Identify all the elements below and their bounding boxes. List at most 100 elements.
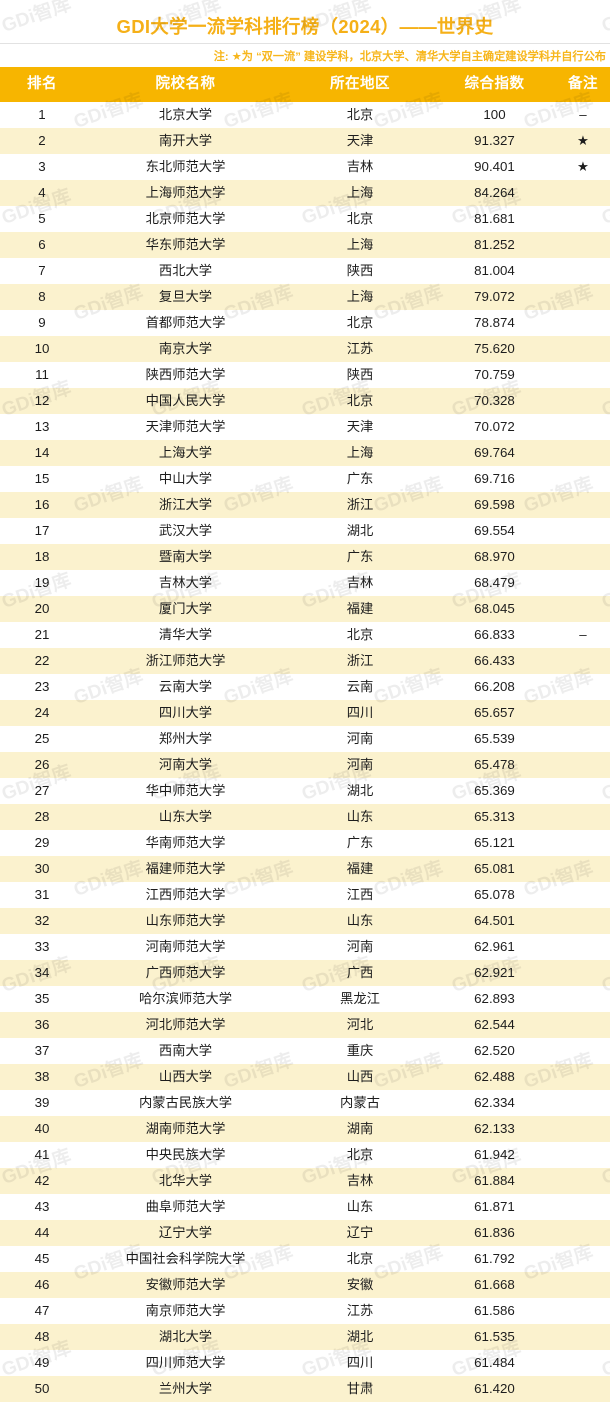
cell-name: 南京师范大学	[145, 1303, 226, 1318]
cell-note	[556, 1350, 610, 1376]
table-row: 31 江西师范大学 江西 65.078	[0, 882, 610, 908]
cell-name: 吉林大学	[158, 575, 213, 590]
cell-note: –	[579, 627, 587, 642]
column-header-region[interactable]: 所在地区	[287, 67, 433, 102]
cell-rank: 29	[34, 835, 50, 850]
cell-rank: 6	[38, 237, 46, 252]
cell-rank: 4	[38, 185, 46, 200]
cell-name: 中山大学	[158, 471, 213, 486]
cell-rank: 8	[38, 289, 46, 304]
cell-name: 河南师范大学	[145, 939, 226, 954]
cell-rank: 27	[34, 783, 50, 798]
cell-region: 山东	[346, 1199, 374, 1214]
cell-note: –	[579, 107, 587, 122]
table-row: 18 暨南大学 广东 68.970	[0, 544, 610, 570]
cell-note: ★	[577, 159, 589, 174]
cell-index: 65.657	[474, 705, 515, 720]
cell-note	[556, 700, 610, 726]
cell-name: 广西师范大学	[145, 965, 226, 980]
table-row: 37 西南大学 重庆 62.520	[0, 1038, 610, 1064]
cell-note	[556, 284, 610, 310]
cell-region: 广东	[346, 471, 374, 486]
cell-note	[556, 362, 610, 388]
cell-rank: 19	[34, 575, 50, 590]
cell-region: 安徽	[346, 1277, 374, 1292]
cell-index: 61.420	[474, 1381, 515, 1396]
cell-index: 62.961	[474, 939, 515, 954]
cell-name: 四川大学	[158, 705, 213, 720]
cell-region: 湖北	[346, 1329, 374, 1344]
cell-rank: 38	[34, 1069, 50, 1084]
table-row: 21 清华大学 北京 66.833 –	[0, 622, 610, 648]
footnote-text: 注: ★为 “双一流” 建设学科，北京大学、清华大学自主确定建设学科并自行公布	[213, 51, 606, 63]
cell-region: 江西	[346, 887, 374, 902]
cell-rank: 21	[34, 627, 50, 642]
cell-name: 上海师范大学	[145, 185, 226, 200]
cell-note	[556, 804, 610, 830]
cell-note	[556, 1168, 610, 1194]
cell-name: 湖南师范大学	[145, 1121, 226, 1136]
table-header-row: 排名 院校名称 所在地区 综合指数 备注	[0, 67, 610, 102]
table-row: 42 北华大学 吉林 61.884	[0, 1168, 610, 1194]
cell-region: 北京	[346, 1251, 374, 1266]
cell-rank: 35	[34, 991, 50, 1006]
cell-index: 62.893	[474, 991, 515, 1006]
table-row: 22 浙江师范大学 浙江 66.433	[0, 648, 610, 674]
cell-rank: 20	[34, 601, 50, 616]
cell-region: 江苏	[346, 1303, 374, 1318]
cell-note	[556, 570, 610, 596]
table-row: 48 湖北大学 湖北 61.535	[0, 1324, 610, 1350]
cell-index: 65.478	[474, 757, 515, 772]
cell-region: 上海	[346, 445, 374, 460]
cell-region: 吉林	[346, 1173, 374, 1188]
cell-name: 厦门大学	[158, 601, 213, 616]
cell-rank: 15	[34, 471, 50, 486]
cell-region: 北京	[346, 107, 374, 122]
cell-note	[556, 1142, 610, 1168]
cell-name: 福建师范大学	[145, 861, 226, 876]
cell-index: 65.313	[474, 809, 515, 824]
cell-rank: 10	[34, 341, 50, 356]
cell-region: 天津	[346, 419, 374, 434]
cell-region: 河南	[346, 731, 374, 746]
table-row: 49 四川师范大学 四川 61.484	[0, 1350, 610, 1376]
table-row: 38 山西大学 山西 62.488	[0, 1064, 610, 1090]
table-row: 32 山东师范大学 山东 64.501	[0, 908, 610, 934]
cell-name: 辽宁大学	[158, 1225, 213, 1240]
cell-index: 75.620	[474, 341, 515, 356]
cell-name: 中央民族大学	[145, 1147, 226, 1162]
cell-index: 61.871	[474, 1199, 515, 1214]
cell-index: 84.264	[474, 185, 515, 200]
column-header-index[interactable]: 综合指数	[433, 67, 556, 102]
cell-name: 内蒙古民族大学	[138, 1095, 233, 1110]
table-row: 34 广西师范大学 广西 62.921	[0, 960, 610, 986]
table-row: 15 中山大学 广东 69.716	[0, 466, 610, 492]
cell-note	[556, 1246, 610, 1272]
column-header-note[interactable]: 备注	[556, 67, 610, 102]
cell-rank: 28	[34, 809, 50, 824]
table-row: 11 陕西师范大学 陕西 70.759	[0, 362, 610, 388]
cell-region: 云南	[346, 679, 374, 694]
cell-rank: 47	[34, 1303, 50, 1318]
cell-rank: 43	[34, 1199, 50, 1214]
cell-index: 65.369	[474, 783, 515, 798]
cell-index: 61.484	[474, 1355, 515, 1370]
cell-note	[556, 1116, 610, 1142]
cell-region: 内蒙古	[340, 1095, 380, 1110]
table-row: 24 四川大学 四川 65.657	[0, 700, 610, 726]
cell-name: 陕西师范大学	[145, 367, 226, 382]
cell-rank: 9	[38, 315, 46, 330]
cell-index: 90.401	[474, 159, 515, 174]
column-header-rank[interactable]: 排名	[0, 67, 84, 102]
cell-note	[556, 1298, 610, 1324]
cell-name: 复旦大学	[158, 289, 213, 304]
cell-rank: 18	[34, 549, 50, 564]
cell-name: 江西师范大学	[145, 887, 226, 902]
cell-region: 江苏	[346, 341, 374, 356]
cell-name: 北京师范大学	[145, 211, 226, 226]
column-header-name[interactable]: 院校名称	[84, 67, 287, 102]
note-block: 注: ★为 “双一流” 建设学科，北京大学、清华大学自主确定建设学科并自行公布	[0, 44, 610, 67]
cell-region: 广西	[346, 965, 374, 980]
table-row: 17 武汉大学 湖北 69.554	[0, 518, 610, 544]
